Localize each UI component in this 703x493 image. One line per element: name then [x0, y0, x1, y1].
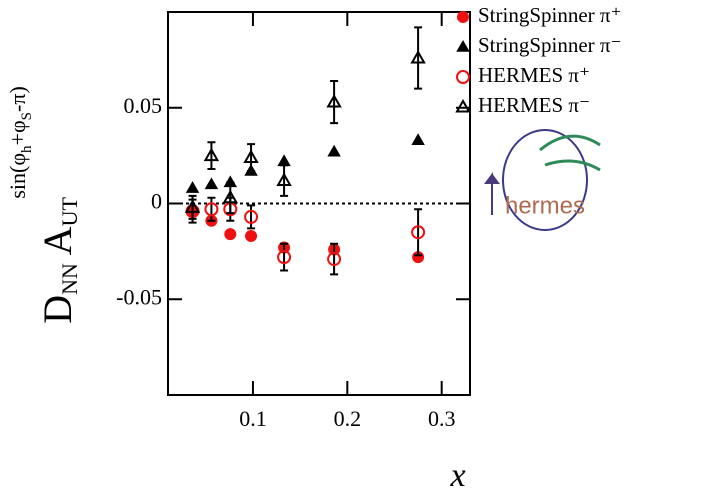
legend-marker: [457, 11, 469, 23]
error-bar: [280, 242, 289, 272]
point: [185, 181, 200, 193]
legend-marker: [456, 70, 470, 84]
legend-label: StringSpinner π⁻: [478, 33, 622, 57]
point: [204, 177, 219, 190]
logo-wing: [539, 134, 601, 172]
point: [411, 225, 426, 240]
y-tick-label: 0: [151, 189, 162, 214]
y-axis-label-part: A: [35, 226, 80, 263]
x-tick-label: 0.2: [334, 406, 362, 431]
error-bar: [330, 242, 339, 276]
point: [410, 49, 426, 64]
error-bar: [414, 26, 423, 90]
legend-label: HERMES π⁻: [478, 93, 590, 117]
legend-marker: [455, 98, 471, 113]
legend-label: HERMES π⁺: [478, 63, 590, 87]
x-tick-label: 0.1: [239, 406, 267, 431]
y-tick-label: -0.05: [116, 284, 162, 309]
legend-marker: [456, 39, 470, 52]
logo-text: hermes: [505, 192, 585, 219]
error-bar: [247, 204, 256, 230]
error-bar: [207, 141, 216, 171]
error-bar: [330, 79, 339, 125]
point: [411, 133, 425, 146]
point: [244, 209, 259, 224]
y-axis-label-part: -π): [5, 86, 30, 112]
legend-label: StringSpinner π⁺: [478, 3, 622, 27]
error-bar: [226, 181, 235, 215]
logo-arrow: [484, 172, 500, 215]
x-axis-label: x: [449, 457, 465, 493]
y-axis-label: DNN AUT sin(φh+φS-π): [5, 86, 82, 324]
y-axis-label-part: sin(φ: [5, 153, 30, 199]
point: [184, 199, 201, 213]
point: [326, 93, 342, 108]
point: [276, 172, 292, 187]
point: [277, 250, 292, 265]
point: [277, 154, 291, 167]
y-axis-label-part: UT: [57, 197, 82, 227]
error-bar: [414, 208, 423, 257]
x-tick-label: 0.3: [428, 406, 456, 431]
error-bar: [207, 196, 216, 222]
logo: hermes: [484, 129, 601, 231]
y-axis-label-part: NN: [57, 263, 82, 295]
point: [243, 149, 259, 164]
point: [203, 147, 220, 162]
point: [204, 202, 219, 217]
point: [327, 144, 341, 157]
error-bar: [247, 143, 256, 172]
y-tick-label: 0.05: [124, 93, 163, 118]
logo-shape: [502, 129, 588, 231]
error-bar: [280, 164, 289, 197]
point: [245, 230, 258, 243]
point: [222, 189, 239, 204]
point: [224, 228, 237, 241]
y-axis-label-part: h: [19, 145, 35, 153]
y-axis-label-part: +φ: [5, 120, 30, 145]
y-axis-label-part: D: [35, 295, 80, 324]
point: [327, 252, 342, 267]
y-axis-label-part: S: [19, 112, 35, 120]
